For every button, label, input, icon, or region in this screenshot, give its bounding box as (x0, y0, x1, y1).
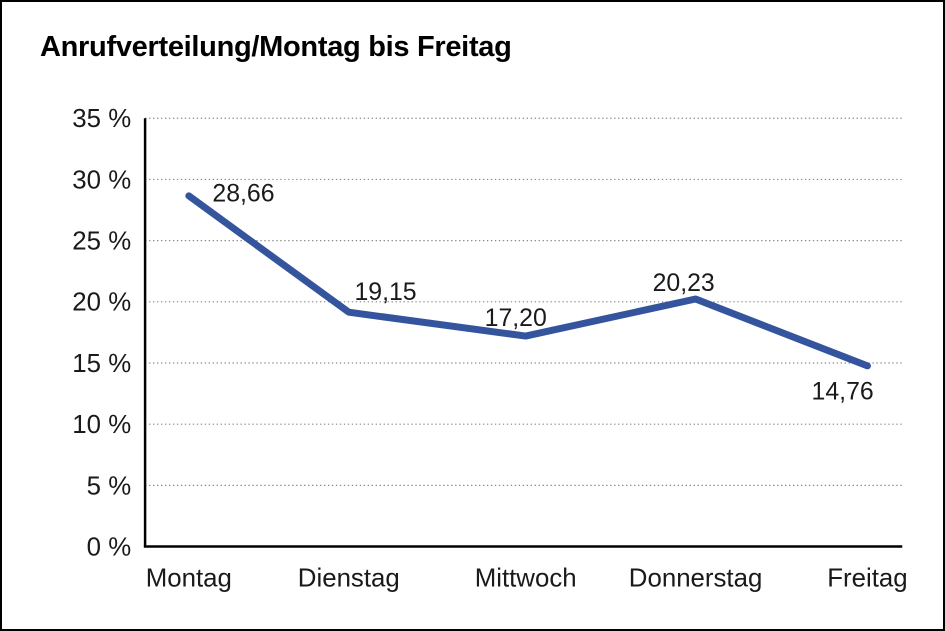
y-tick-label: 15 % (72, 350, 131, 378)
y-tick-label: 0 % (87, 533, 132, 561)
x-tick-label: Freitag (827, 564, 907, 592)
y-tick-label: 35 % (72, 105, 131, 133)
data-line (185, 192, 871, 370)
data-point-label: 14,76 (812, 378, 874, 405)
y-tick-label: 25 % (72, 228, 131, 256)
x-tick-label: Montag (146, 564, 232, 592)
data-point-label: 28,66 (212, 181, 274, 208)
y-tick-label: 10 % (72, 411, 131, 439)
data-point-label: 19,15 (354, 279, 416, 306)
data-point-label: 17,20 (485, 305, 547, 332)
y-tick-label: 30 % (72, 166, 131, 194)
chart-title: Anrufverteilung/Montag bis Freitag (40, 31, 512, 63)
x-tick-label: Mittwoch (475, 564, 577, 592)
x-tick-label: Donnerstag (629, 564, 763, 592)
x-tick-label: Dienstag (298, 564, 400, 592)
data-point-label: 20,23 (653, 270, 715, 297)
y-tick-label: 5 % (87, 472, 132, 500)
y-tick-label: 20 % (72, 289, 131, 317)
